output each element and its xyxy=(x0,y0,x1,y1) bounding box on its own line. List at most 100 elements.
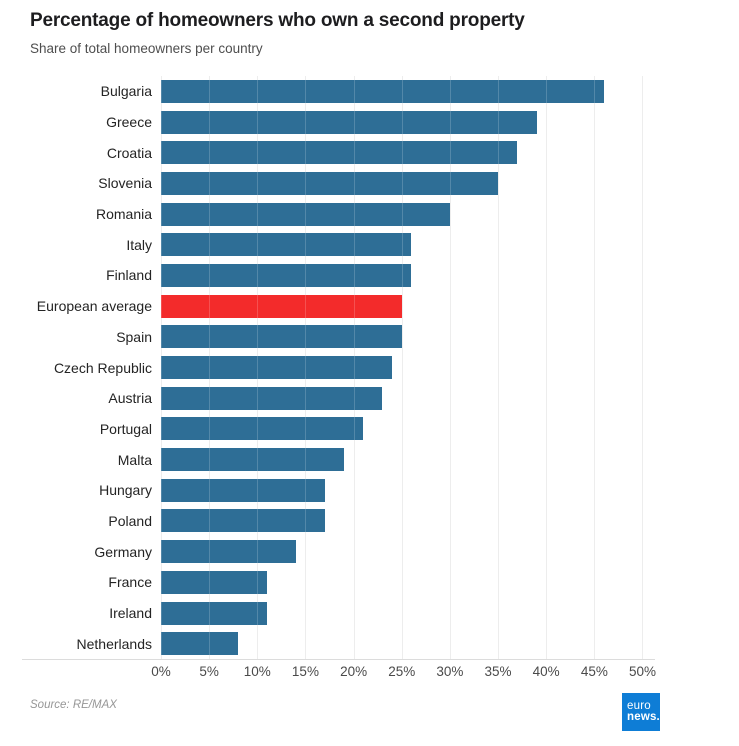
category-label: Germany xyxy=(94,543,152,560)
bar-track xyxy=(161,171,655,195)
category-label: Italy xyxy=(126,236,152,253)
bar-austria xyxy=(161,386,383,410)
x-tick-label: 15% xyxy=(291,664,319,679)
x-tick-label: 5% xyxy=(199,664,219,679)
bar-france xyxy=(161,570,267,594)
bar-track xyxy=(161,263,655,287)
bar-track xyxy=(161,141,655,165)
category-label: Netherlands xyxy=(76,635,153,652)
bar-poland xyxy=(161,509,325,533)
bar-ireland xyxy=(161,601,267,625)
bar-bulgaria xyxy=(161,79,604,103)
bar-track xyxy=(161,110,655,134)
x-tick-label: 10% xyxy=(243,664,271,679)
chart-row: France xyxy=(22,567,655,598)
bar-malta xyxy=(161,448,344,472)
bar-track xyxy=(161,632,655,656)
bar-track xyxy=(161,202,655,226)
bar-croatia xyxy=(161,141,518,165)
gridline xyxy=(401,76,403,659)
bar-track xyxy=(161,79,655,103)
category-label: Poland xyxy=(108,512,152,529)
euronews-logo-line1: euro xyxy=(627,700,651,712)
bar-track xyxy=(161,325,655,349)
category-label: Finland xyxy=(106,267,152,284)
chart-row: Poland xyxy=(22,506,655,537)
category-label: Bulgaria xyxy=(100,83,152,100)
chart-row: Malta xyxy=(22,444,655,475)
category-label: Ireland xyxy=(109,605,152,622)
chart-row: Croatia xyxy=(22,137,655,168)
bar-italy xyxy=(161,233,412,257)
category-label: Croatia xyxy=(106,144,152,161)
gridline xyxy=(546,76,548,659)
bar-slovenia xyxy=(161,171,499,195)
category-label: European average xyxy=(36,298,152,315)
bar-track xyxy=(161,448,655,472)
plot-rows: Bulgaria Greece Croatia Slovenia Romania Ital… xyxy=(22,76,655,659)
chart-row: Bulgaria xyxy=(22,76,655,107)
chart-row: Austria xyxy=(22,383,655,414)
bar-spain xyxy=(161,325,402,349)
bar-finland xyxy=(161,263,412,287)
category-label: Czech Republic xyxy=(53,359,152,376)
gridline xyxy=(594,76,596,659)
category-label: France xyxy=(108,574,152,591)
gridline xyxy=(498,76,500,659)
x-tick-label: 40% xyxy=(532,664,560,679)
bar-germany xyxy=(161,540,296,564)
bar-track xyxy=(161,417,655,441)
bar-track xyxy=(161,601,655,625)
bar-track xyxy=(161,233,655,257)
euronews-logo-line2: news. xyxy=(627,711,660,723)
bar-track xyxy=(161,386,655,410)
chart-row: Spain xyxy=(22,322,655,353)
category-label: Slovenia xyxy=(98,175,152,192)
x-tick-label: 50% xyxy=(628,664,656,679)
bar-portugal xyxy=(161,417,364,441)
gridline xyxy=(642,76,644,659)
bar-track xyxy=(161,570,655,594)
bar-czech-republic xyxy=(161,356,393,380)
category-label: Spain xyxy=(116,328,152,345)
x-tick-label: 20% xyxy=(340,664,368,679)
euronews-logo[interactable]: euro news. xyxy=(622,693,660,731)
x-axis-labels: 0% 5% 10% 15% 20% 25% 30% 35% 40% 45% 50% xyxy=(151,664,656,682)
chart-row: Romania xyxy=(22,199,655,230)
chart-subtitle: Share of total homeowners per country xyxy=(30,41,263,56)
x-tick-label: 0% xyxy=(151,664,171,679)
chart-row: Germany xyxy=(22,536,655,567)
chart-row: Ireland xyxy=(22,598,655,629)
chart-row: Portugal xyxy=(22,414,655,445)
bar-netherlands xyxy=(161,632,239,656)
chart-title: Percentage of homeowners who own a secon… xyxy=(30,10,525,31)
bar-track xyxy=(161,509,655,533)
x-tick-label: 45% xyxy=(580,664,608,679)
chart-row: Czech Republic xyxy=(22,352,655,383)
bar-romania xyxy=(161,202,450,226)
bar-greece xyxy=(161,110,537,134)
bar-track xyxy=(161,356,655,380)
bar-track xyxy=(161,478,655,502)
chart-row: European average xyxy=(22,291,655,322)
source-note: Source: RE/MAX xyxy=(30,699,117,711)
bar-chart: Bulgaria Greece Croatia Slovenia Romania Ital… xyxy=(22,76,655,660)
category-label: Austria xyxy=(108,390,152,407)
chart-row: Finland xyxy=(22,260,655,291)
category-label: Greece xyxy=(106,114,152,131)
x-tick-label: 30% xyxy=(436,664,464,679)
bar-european-average xyxy=(161,294,402,318)
x-tick-label: 35% xyxy=(484,664,512,679)
category-label: Romania xyxy=(95,206,152,223)
x-tick-label: 25% xyxy=(388,664,416,679)
gridline xyxy=(449,76,451,659)
chart-row: Netherlands xyxy=(22,628,655,659)
chart-row: Hungary xyxy=(22,475,655,506)
chart-row: Slovenia xyxy=(22,168,655,199)
chart-row: Italy xyxy=(22,229,655,260)
bar-track xyxy=(161,294,655,318)
chart-row: Greece xyxy=(22,107,655,138)
category-label: Portugal xyxy=(99,420,152,437)
category-label: Hungary xyxy=(99,482,152,499)
